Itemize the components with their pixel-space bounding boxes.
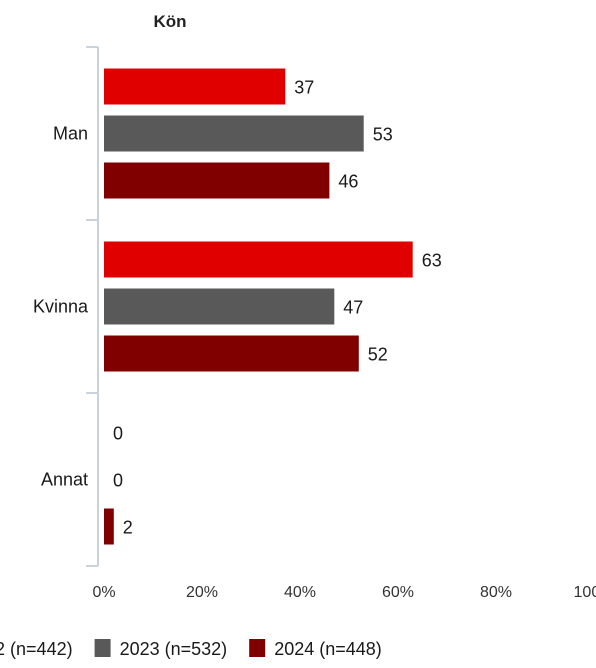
legend-swatch — [94, 639, 111, 657]
x-tick-label: 80% — [480, 584, 512, 601]
bar — [104, 288, 335, 325]
legend: 2022 (n=442) 2023 (n=532) 2024 (n=448) — [0, 639, 382, 659]
data-label: 52 — [368, 345, 388, 365]
legend-label: 2022 (n=442) — [0, 639, 73, 659]
bar — [104, 508, 114, 545]
labels: 0% 20% 40% 60% 80% 100% Man 37 53 46 Kvinna 63 47 52 A… — [33, 78, 596, 602]
bar — [104, 162, 330, 199]
data-label: 0 — [113, 471, 123, 491]
chart-title: Kön — [153, 12, 186, 31]
data-label: 47 — [343, 298, 363, 318]
axes — [86, 46, 99, 567]
x-tick-label: 60% — [382, 584, 414, 601]
category-label: Man — [53, 124, 88, 144]
data-label: 37 — [294, 78, 314, 98]
data-label: 53 — [373, 125, 393, 145]
legend-label: 2024 (n=448) — [274, 639, 382, 659]
data-label: 63 — [422, 251, 442, 271]
bar — [104, 68, 286, 105]
legend-swatch — [249, 639, 266, 657]
data-label: 0 — [113, 424, 123, 444]
category-label: Annat — [41, 470, 88, 490]
bar — [104, 241, 413, 278]
data-label: 2 — [123, 518, 133, 538]
x-tick-label: 100% — [574, 584, 596, 601]
bars — [104, 68, 413, 545]
bar — [104, 335, 359, 372]
category-label: Kvinna — [33, 297, 89, 317]
x-tick-label: 20% — [186, 584, 218, 601]
bar — [104, 115, 364, 152]
legend-label: 2023 (n=532) — [120, 639, 228, 659]
x-tick-label: 40% — [284, 584, 316, 601]
x-tick-label: 0% — [92, 584, 115, 601]
data-label: 46 — [338, 172, 358, 192]
